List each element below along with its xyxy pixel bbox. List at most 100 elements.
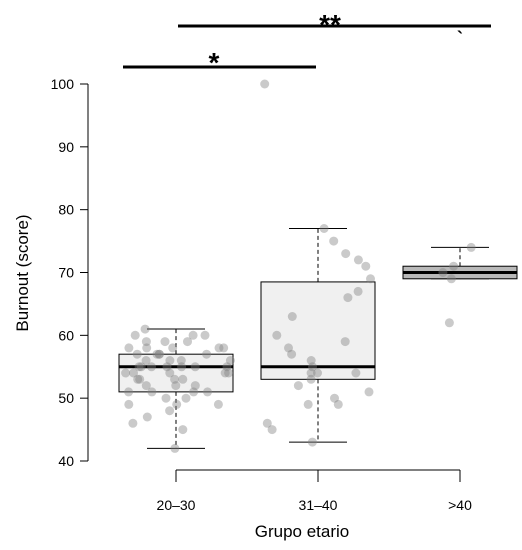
y-tick-label: 40 <box>58 453 74 469</box>
data-point <box>121 368 131 378</box>
y-tick-label: 80 <box>58 202 74 218</box>
data-point <box>222 362 232 372</box>
data-point <box>141 381 151 391</box>
data-point <box>132 349 142 359</box>
data-point <box>178 374 188 384</box>
data-point <box>353 255 363 265</box>
data-point <box>203 387 212 397</box>
data-point <box>124 387 134 397</box>
x-tick-label: >40 <box>448 497 472 513</box>
data-point <box>319 224 329 233</box>
data-point <box>466 242 476 252</box>
data-point <box>449 261 459 271</box>
data-point <box>267 425 277 435</box>
data-point <box>154 349 164 359</box>
data-point <box>190 381 200 391</box>
data-point <box>183 337 192 347</box>
data-point <box>351 368 361 378</box>
data-point <box>141 337 151 347</box>
data-point <box>170 443 180 453</box>
data-point <box>134 362 144 372</box>
data-point <box>446 274 456 284</box>
data-point <box>313 368 322 378</box>
x-axis-title: Grupo etario <box>255 522 350 541</box>
data-point <box>178 425 188 435</box>
data-point <box>181 393 191 403</box>
data-point <box>219 343 229 353</box>
data-point <box>140 324 150 334</box>
x-tick-label: 20–30 <box>157 497 196 513</box>
data-point <box>225 356 235 365</box>
data-point <box>333 399 343 409</box>
data-point <box>188 330 198 340</box>
data-point <box>170 374 180 384</box>
data-point <box>142 412 152 422</box>
y-axis-title: Burnout (score) <box>13 214 32 331</box>
data-point <box>284 343 293 353</box>
data-point <box>160 337 170 347</box>
data-point <box>353 286 363 296</box>
data-point <box>303 399 313 409</box>
box-iqr <box>260 281 376 380</box>
data-point <box>287 349 297 359</box>
data-point <box>154 349 164 359</box>
data-point <box>343 293 353 303</box>
data-point <box>308 362 317 372</box>
data-point <box>165 356 175 365</box>
data-point <box>152 349 162 359</box>
data-point <box>260 79 270 89</box>
data-point <box>189 387 199 397</box>
box-iqr <box>118 353 234 393</box>
data-point <box>329 236 339 246</box>
data-point <box>128 418 138 428</box>
data-point <box>142 343 152 353</box>
data-point <box>141 356 151 365</box>
data-point <box>202 349 212 359</box>
data-point <box>200 330 210 340</box>
significance-label: * <box>209 47 220 78</box>
data-point <box>162 362 172 372</box>
data-point <box>130 330 140 340</box>
data-point <box>165 368 175 378</box>
significance-label: ** <box>319 9 341 40</box>
data-point <box>147 362 156 372</box>
data-point <box>147 387 157 397</box>
data-point <box>361 261 371 271</box>
data-point <box>307 437 317 447</box>
data-point <box>293 381 303 391</box>
data-point <box>176 356 186 365</box>
data-point <box>124 343 134 353</box>
y-tick-label: 70 <box>58 265 74 281</box>
data-point <box>444 318 454 328</box>
data-point <box>136 362 146 372</box>
data-point <box>214 343 224 353</box>
data-point <box>177 362 187 372</box>
data-point <box>168 343 178 353</box>
data-point <box>165 406 175 416</box>
data-point <box>161 393 171 403</box>
data-point <box>340 337 350 347</box>
data-point <box>129 368 138 378</box>
y-tick-label: 90 <box>58 139 74 155</box>
data-point <box>135 374 145 384</box>
data-point <box>171 381 181 391</box>
y-tick-label: 60 <box>58 327 74 343</box>
data-point <box>172 399 182 409</box>
data-point <box>213 399 223 409</box>
data-point <box>272 330 282 340</box>
data-point <box>306 368 316 378</box>
significance-label: ` <box>457 28 463 48</box>
data-point <box>364 387 374 397</box>
x-tick-label: 31–40 <box>299 497 338 513</box>
data-point <box>341 249 351 259</box>
y-tick-label: 50 <box>58 390 74 406</box>
data-point <box>306 356 316 365</box>
data-point <box>306 374 316 384</box>
data-point <box>124 399 134 409</box>
y-tick-label: 100 <box>51 76 75 92</box>
data-point <box>330 393 339 403</box>
data-point <box>190 362 200 372</box>
data-point <box>366 274 375 284</box>
data-point <box>438 268 448 277</box>
